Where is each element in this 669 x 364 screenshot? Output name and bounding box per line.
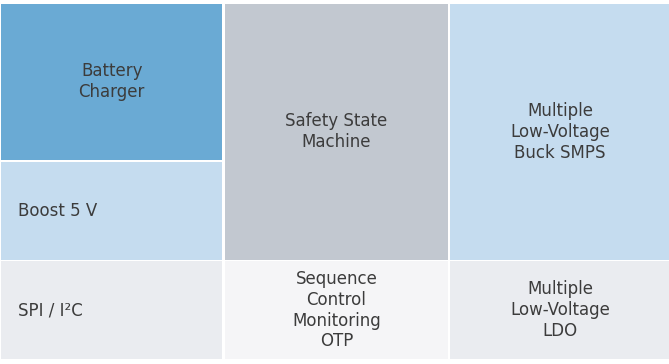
Text: Battery
Charger: Battery Charger (78, 63, 145, 101)
FancyBboxPatch shape (450, 261, 669, 359)
FancyBboxPatch shape (1, 4, 222, 160)
FancyBboxPatch shape (1, 261, 222, 359)
FancyBboxPatch shape (225, 261, 448, 359)
Text: Safety State
Machine: Safety State Machine (286, 112, 387, 151)
FancyBboxPatch shape (225, 4, 448, 260)
Text: Boost 5 V: Boost 5 V (18, 202, 97, 220)
Text: Multiple
Low-Voltage
Buck SMPS: Multiple Low-Voltage Buck SMPS (510, 102, 610, 162)
FancyBboxPatch shape (1, 162, 222, 260)
Text: Sequence
Control
Monitoring
OTP: Sequence Control Monitoring OTP (292, 270, 381, 350)
Text: SPI / I²C: SPI / I²C (18, 301, 83, 319)
FancyBboxPatch shape (450, 4, 669, 260)
Text: Multiple
Low-Voltage
LDO: Multiple Low-Voltage LDO (510, 280, 610, 340)
